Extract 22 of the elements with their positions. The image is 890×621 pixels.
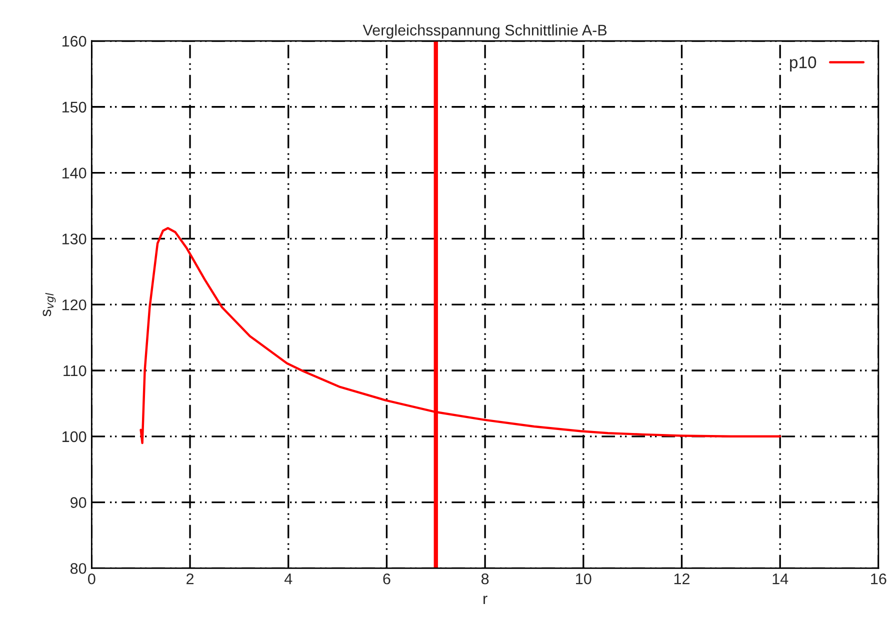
x-tick-label: 16: [871, 573, 886, 584]
y-tick-label: 120: [62, 299, 86, 310]
x-tick-label: 2: [186, 573, 194, 584]
y-tick-label: 90: [70, 497, 86, 508]
y-tick-label: 130: [62, 234, 86, 244]
y-tick-label: 140: [62, 168, 86, 178]
y-tick-label: 160: [62, 36, 86, 47]
x-tick-label: 10: [576, 573, 592, 584]
x-tick-label: 14: [772, 574, 788, 584]
x-tick-label: 0: [88, 573, 96, 584]
y-tick-label: 150: [62, 102, 86, 113]
legend-label: p10: [790, 56, 816, 72]
x-axis-title: r: [484, 596, 488, 604]
y-axis-title: s$_{vgl}$: [42, 292, 56, 316]
y-tick-label: 80: [70, 563, 86, 574]
x-tick-label: 8: [481, 573, 489, 584]
chart-title: Vergleichsspannung Schnittlinie A-B: [362, 24, 607, 39]
x-tick-label: 6: [383, 573, 390, 584]
x-tick-label: 12: [674, 573, 690, 584]
y-tick-label: 100: [62, 431, 86, 442]
x-tick-label: 4: [284, 574, 292, 584]
y-tick-label: 110: [64, 365, 86, 376]
